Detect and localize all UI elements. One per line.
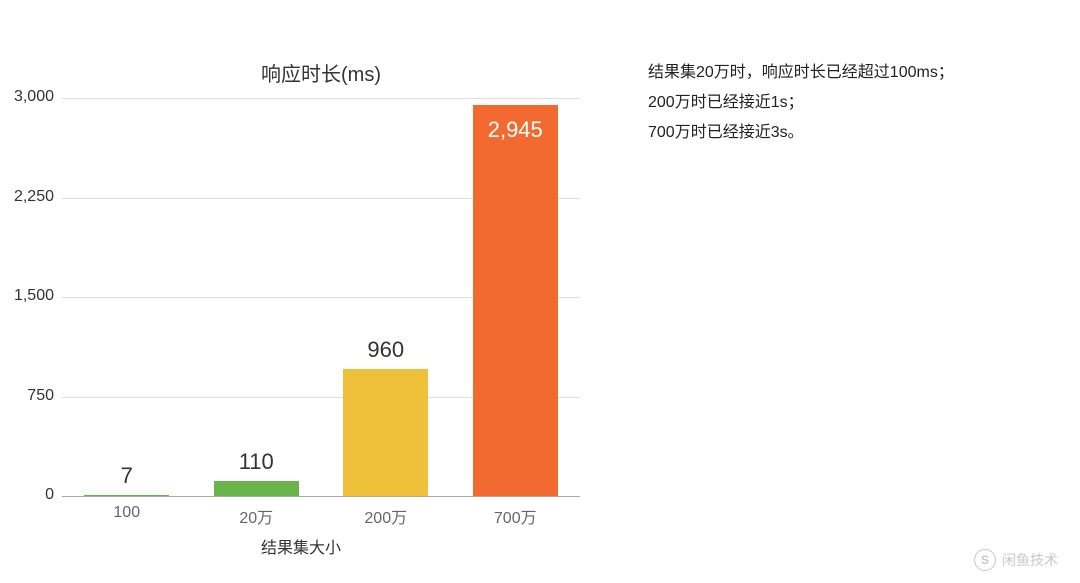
bar-value-label: 110 xyxy=(192,449,322,475)
category-label: 200万 xyxy=(321,504,451,528)
bar xyxy=(473,105,558,496)
y-tick-label: 0 xyxy=(45,486,54,504)
bar xyxy=(84,495,169,496)
category-label: 100 xyxy=(62,504,192,522)
category-label: 700万 xyxy=(451,504,581,528)
annotation-line: 200万时已经接近1s； xyxy=(648,90,954,116)
y-tick-label: 1,500 xyxy=(14,287,54,305)
annotation-line: 700万时已经接近3s。 xyxy=(648,120,954,146)
y-tick-label: 750 xyxy=(27,387,54,405)
bar xyxy=(343,369,428,496)
chart-gridline xyxy=(62,98,580,99)
watermark-text: 闲鱼技术 xyxy=(1002,550,1058,570)
bar-value-label: 960 xyxy=(321,337,451,363)
bar-value-label: 7 xyxy=(62,463,192,489)
annotation-notes: 结果集20万时，响应时长已经超过100ms； 200万时已经接近1s； 700万时已… xyxy=(648,60,954,150)
wechat-icon: S xyxy=(974,549,996,571)
watermark: S 闲鱼技术 xyxy=(974,549,1058,571)
category-label: 20万 xyxy=(192,504,322,528)
root: 响应时长(ms) 0 750 1,500 2,250 3,000 7 100 110 20万 960… xyxy=(0,0,1080,583)
bar-value-label: 2,945 xyxy=(451,117,581,143)
y-tick-label: 2,250 xyxy=(14,188,54,206)
chart-title: 响应时长(ms) xyxy=(62,58,580,87)
annotation-line: 结果集20万时，响应时长已经超过100ms； xyxy=(648,60,954,86)
chart-baseline xyxy=(62,496,580,497)
x-axis-label: 结果集大小 xyxy=(261,534,341,558)
bar xyxy=(214,481,299,496)
y-tick-label: 3,000 xyxy=(14,88,54,106)
